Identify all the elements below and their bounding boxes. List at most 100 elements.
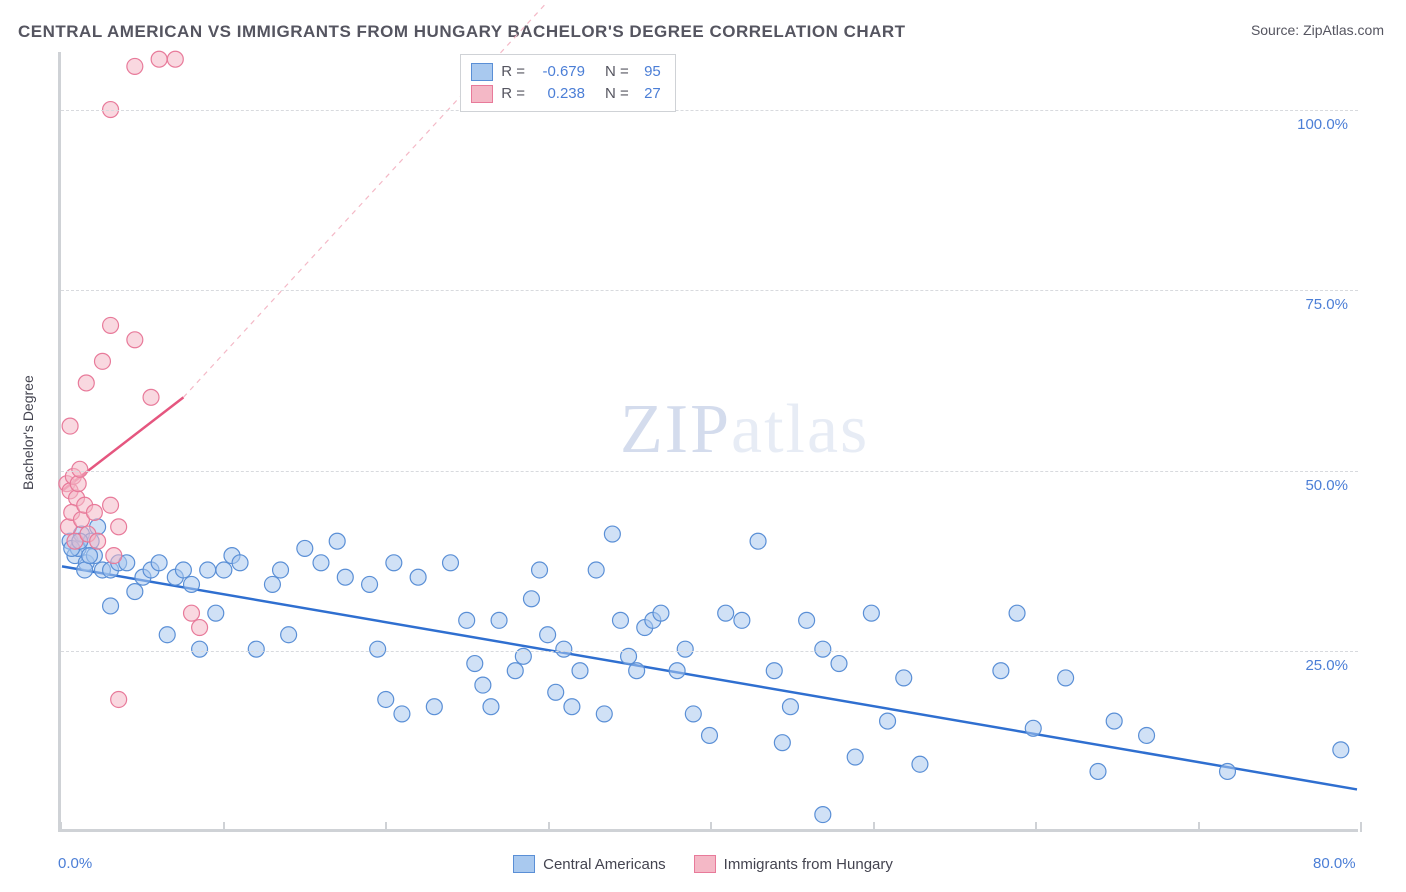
data-point [540, 627, 556, 643]
data-point [1025, 720, 1041, 736]
gridline [61, 110, 1358, 111]
x-min-label: 0.0% [58, 855, 92, 872]
data-point [82, 548, 98, 564]
data-point [556, 641, 572, 657]
data-point [612, 612, 628, 628]
legend-n-value: 27 [635, 83, 661, 105]
data-point [78, 375, 94, 391]
legend-r-value: 0.238 [531, 83, 585, 105]
data-point [313, 555, 329, 571]
gridline [61, 290, 1358, 291]
data-point [297, 540, 313, 556]
data-point [200, 562, 216, 578]
legend-r-label: R = [499, 83, 525, 105]
data-point [588, 562, 604, 578]
legend-swatch [513, 855, 535, 873]
data-point [77, 562, 93, 578]
x-tick [60, 822, 62, 832]
legend-item: Central Americans [513, 855, 666, 873]
data-point [90, 533, 106, 549]
data-point [103, 598, 119, 614]
data-point [1333, 742, 1349, 758]
data-point [410, 569, 426, 585]
legend-n-label: N = [605, 61, 629, 83]
y-tick-label: 75.0% [1305, 296, 1348, 313]
legend-n-label: N = [605, 83, 629, 105]
data-point [151, 555, 167, 571]
data-point [175, 562, 191, 578]
data-point [572, 663, 588, 679]
data-point [669, 663, 685, 679]
data-point [192, 641, 208, 657]
legend-r-label: R = [499, 61, 525, 83]
data-point [111, 692, 127, 708]
data-point [548, 684, 564, 700]
plot-area: 25.0%50.0%75.0%100.0% [58, 52, 1358, 832]
data-point [167, 51, 183, 67]
data-point [863, 605, 879, 621]
data-point [523, 591, 539, 607]
x-tick [223, 822, 225, 832]
data-point [1139, 728, 1155, 744]
data-point [94, 353, 110, 369]
data-point [103, 497, 119, 513]
legend-swatch [471, 85, 493, 103]
chart-title: CENTRAL AMERICAN VS IMMIGRANTS FROM HUNG… [18, 22, 906, 42]
data-point [281, 627, 297, 643]
data-point [702, 728, 718, 744]
data-point [86, 504, 102, 520]
legend-swatch [471, 63, 493, 81]
trend-line [62, 566, 1357, 789]
y-tick-label: 100.0% [1297, 116, 1348, 133]
data-point [264, 576, 280, 592]
data-point [629, 663, 645, 679]
data-point [1090, 763, 1106, 779]
data-point [192, 620, 208, 636]
data-point [815, 807, 831, 823]
data-point [491, 612, 507, 628]
data-point [467, 656, 483, 672]
data-point [159, 627, 175, 643]
legend-series: Central Americans Immigrants from Hungary [0, 855, 1406, 877]
data-point [273, 562, 289, 578]
y-axis-label: Bachelor's Degree [20, 375, 36, 490]
legend-label: Immigrants from Hungary [724, 856, 893, 873]
data-point [912, 756, 928, 772]
data-point [70, 476, 86, 492]
chart-svg [61, 52, 1358, 829]
legend-n-value: 95 [635, 61, 661, 83]
data-point [1106, 713, 1122, 729]
data-point [782, 699, 798, 715]
data-point [653, 605, 669, 621]
data-point [106, 548, 122, 564]
data-point [232, 555, 248, 571]
data-point [604, 526, 620, 542]
data-point [208, 605, 224, 621]
data-point [143, 389, 159, 405]
data-point [72, 461, 88, 477]
data-point [483, 699, 499, 715]
data-point [184, 576, 200, 592]
data-point [896, 670, 912, 686]
data-point [766, 663, 782, 679]
data-point [184, 605, 200, 621]
data-point [880, 713, 896, 729]
legend-correlation: R =-0.679N =95R = 0.238N =27 [460, 54, 676, 112]
data-point [362, 576, 378, 592]
data-point [685, 706, 701, 722]
data-point [677, 641, 693, 657]
data-point [718, 605, 734, 621]
data-point [127, 58, 143, 74]
gridline [61, 651, 1358, 652]
data-point [378, 692, 394, 708]
data-point [532, 562, 548, 578]
y-tick-label: 25.0% [1305, 657, 1348, 674]
x-tick [1360, 822, 1362, 832]
x-tick [1198, 822, 1200, 832]
data-point [734, 612, 750, 628]
data-point [111, 519, 127, 535]
data-point [750, 533, 766, 549]
data-point [564, 699, 580, 715]
legend-label: Central Americans [543, 856, 666, 873]
data-point [151, 51, 167, 67]
